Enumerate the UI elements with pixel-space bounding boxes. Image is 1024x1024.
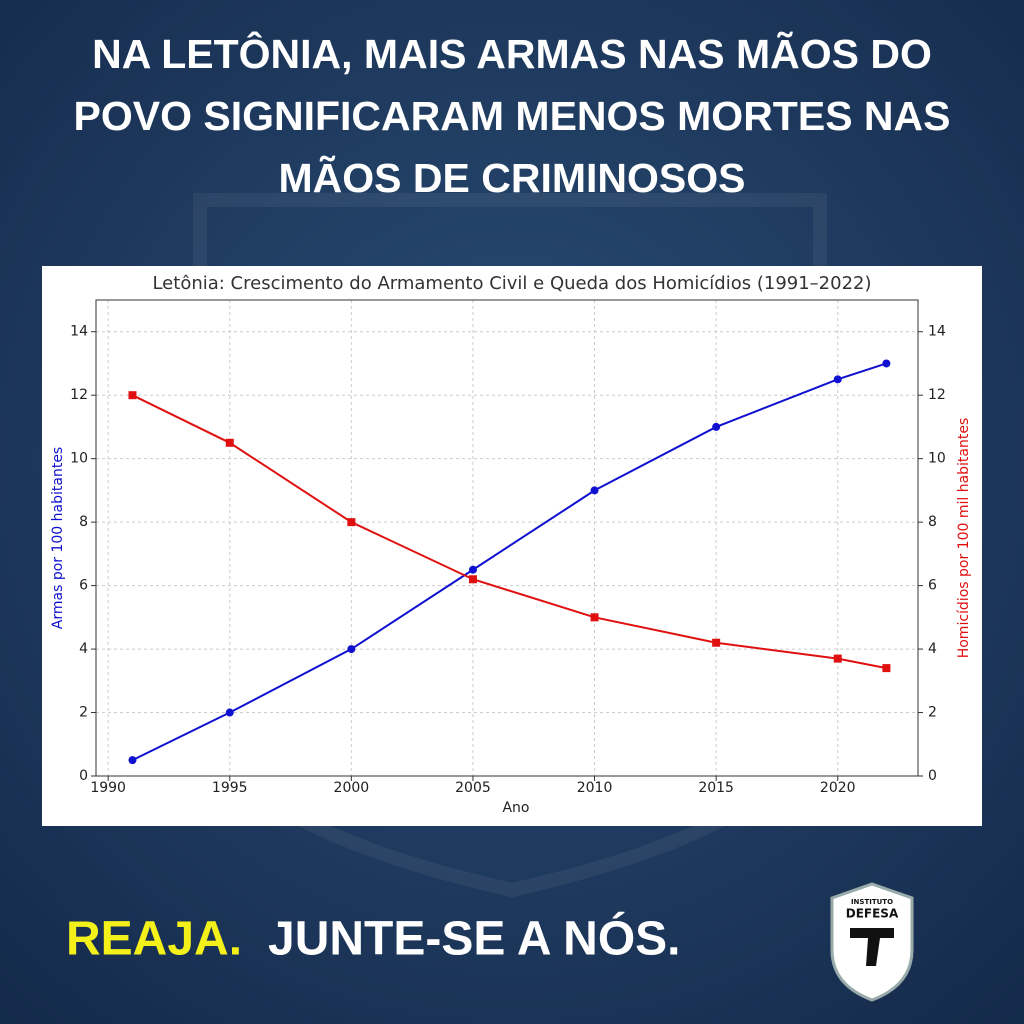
x-tick-label: 2015 <box>698 780 734 796</box>
marker <box>225 438 234 447</box>
plot-frame <box>95 299 919 777</box>
footer-text: JUNTE-SE A NÓS. <box>268 911 681 966</box>
y-axis-label: Armas por 100 habitantes <box>50 447 66 629</box>
headline: MÃOS DE CRIMINOSOS <box>279 155 746 201</box>
chart-title: Letônia: Crescimento do Armamento Civil … <box>152 273 871 294</box>
logo-icon <box>850 928 894 966</box>
y2-tick-label: 8 <box>928 514 937 530</box>
y-tick-label: 10 <box>70 451 88 467</box>
marker <box>225 708 234 717</box>
marker <box>468 575 477 584</box>
x-tick-label: 1995 <box>212 780 248 796</box>
y2-tick-label: 6 <box>928 578 937 594</box>
marker <box>128 756 137 765</box>
marker <box>712 638 721 647</box>
x-tick-label: 2000 <box>334 780 370 796</box>
y-tick-label: 0 <box>79 768 88 784</box>
marker <box>590 613 599 622</box>
footer-call: REAJA. <box>66 913 242 966</box>
y2-tick-label: 10 <box>928 451 946 467</box>
y2-tick-label: 0 <box>928 768 937 784</box>
y-tick-label: 14 <box>70 324 88 340</box>
x-tick-label: 2010 <box>577 780 613 796</box>
chart: Letônia: Crescimento do Armamento Civil … <box>50 273 972 816</box>
marker <box>347 518 356 527</box>
headline: POVO SIGNIFICARAM MENOS MORTES NAS <box>74 93 951 139</box>
logo-name: DEFESA <box>846 907 899 921</box>
y-tick-label: 12 <box>70 387 88 403</box>
line <box>132 362 887 762</box>
line <box>132 394 887 670</box>
marker <box>712 422 721 431</box>
y-tick-label: 2 <box>79 705 88 721</box>
y2-tick-label: 14 <box>928 324 946 340</box>
y2-tick-label: 4 <box>928 641 937 657</box>
marker <box>128 391 137 400</box>
marker <box>833 375 842 384</box>
y2-axis-label: Homicídios por 100 mil habitantes <box>956 418 972 659</box>
y-tick-label: 4 <box>79 641 88 657</box>
y-tick-label: 8 <box>79 514 88 530</box>
y2-tick-label: 12 <box>928 387 946 403</box>
marker <box>882 664 891 673</box>
headline: NA LETÔNIA, MAIS ARMAS NAS MÃOS DO <box>92 31 932 77</box>
marker <box>590 486 599 495</box>
marker <box>833 654 842 663</box>
marker <box>468 565 477 574</box>
x-tick-label: 1990 <box>90 780 126 796</box>
x-tick-label: 2005 <box>455 780 491 796</box>
x-tick-label: 2020 <box>820 780 856 796</box>
chart-panel <box>42 266 982 826</box>
marker <box>347 645 356 654</box>
y2-tick-label: 2 <box>928 705 937 721</box>
x-axis-label: Ano <box>502 800 529 816</box>
y-tick-label: 6 <box>79 578 88 594</box>
logo-top: INSTITUTO <box>851 898 893 906</box>
logo: INSTITUTO DEFESA <box>830 882 914 1002</box>
marker <box>882 359 891 368</box>
